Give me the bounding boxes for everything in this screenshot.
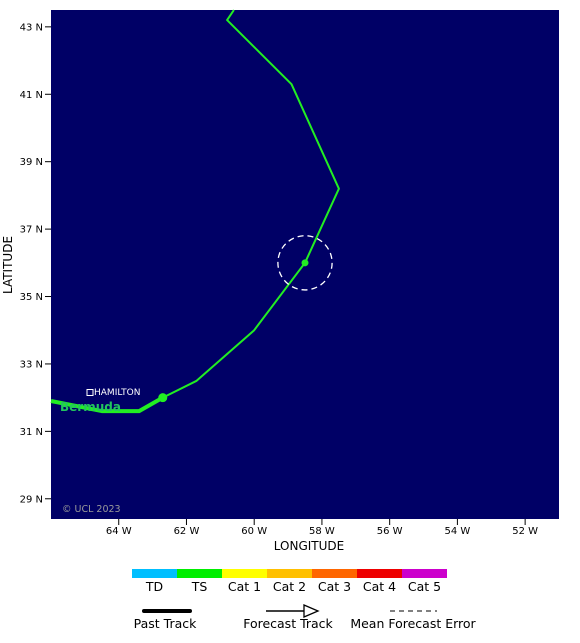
- past-track-line: [50, 395, 164, 414]
- mean-error-legend-label: Mean Forecast Error: [350, 616, 476, 631]
- lon-tick-label: 56 W: [377, 526, 403, 537]
- legend-swatch: [267, 569, 312, 578]
- lon-tick-label: 60 W: [241, 526, 267, 537]
- legend-category-label: Cat 4: [363, 579, 396, 594]
- lat-tick-label: 31 N: [20, 427, 43, 438]
- lon-tick-label: 52 W: [512, 526, 538, 537]
- lat-tick-label: 39 N: [20, 157, 43, 168]
- city-label: HAMILTON: [94, 388, 140, 398]
- axis-ticks: 64 W 62 W 60 W 58 W 56 W 54 W 52 W 43 N 41 N 39 N…: [20, 22, 539, 537]
- forecast-position-marker: [301, 259, 309, 267]
- lon-tick-label: 64 W: [106, 526, 132, 537]
- y-axis-title: LATITUDE: [1, 236, 15, 294]
- intensity-legend: TD TS Cat 1 Cat 2 Cat 3 Cat 4 Cat 5: [132, 569, 447, 594]
- past-track-legend-label: Past Track: [134, 616, 197, 631]
- copyright-label: © UCL 2023: [62, 504, 121, 515]
- track-legend: Past Track Forecast Track Mean Forecast …: [134, 604, 477, 631]
- current-position-marker: [158, 393, 168, 403]
- lat-tick-label: 41 N: [20, 90, 43, 101]
- legend-swatch: [357, 569, 402, 578]
- legend-category-label: Cat 3: [318, 579, 351, 594]
- legend-swatch: [132, 569, 177, 578]
- legend-category-label: Cat 1: [228, 579, 261, 594]
- legend-category-label: TD: [145, 579, 163, 594]
- lon-tick-label: 58 W: [309, 526, 335, 537]
- lat-tick-label: 35 N: [20, 292, 43, 303]
- lat-tick-label: 43 N: [20, 22, 43, 33]
- track-layer: [50, 9, 340, 414]
- forecast-track-line: [162, 9, 340, 399]
- lat-tick-label: 29 N: [20, 494, 43, 505]
- legend-category-label: Cat 2: [273, 579, 306, 594]
- lat-tick-label: 37 N: [20, 225, 43, 236]
- legend-swatch: [177, 569, 222, 578]
- lon-tick-label: 62 W: [174, 526, 200, 537]
- legend-swatch: [312, 569, 357, 578]
- legend-category-label: Cat 5: [408, 579, 441, 594]
- lon-tick-label: 54 W: [445, 526, 471, 537]
- legend-category-label: TS: [191, 579, 208, 594]
- lat-tick-label: 33 N: [20, 359, 43, 370]
- land-label: Bermuda: [60, 400, 121, 414]
- forecast-track-legend-label: Forecast Track: [243, 616, 333, 631]
- forecast-arrow-icon: [303, 604, 320, 618]
- city-marker-icon: [86, 389, 94, 396]
- x-axis-title: LONGITUDE: [274, 539, 344, 553]
- legend-swatch: [222, 569, 267, 578]
- mean-forecast-error-circle: [277, 235, 333, 291]
- legend-swatch: [402, 569, 447, 578]
